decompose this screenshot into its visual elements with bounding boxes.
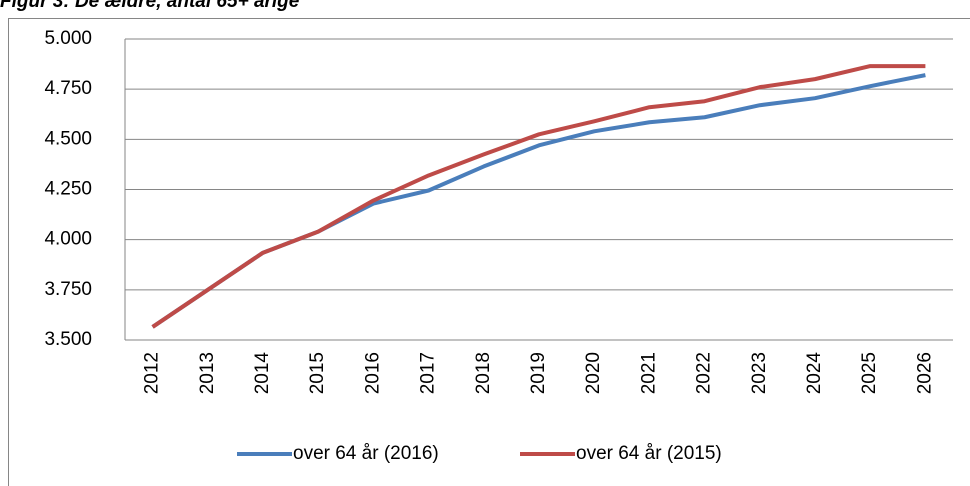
x-tick-label: 2019	[528, 352, 549, 394]
chart-title: Figur 3: De ældre, antal 65+ årige	[0, 0, 300, 12]
x-tick-label: 2024	[804, 352, 825, 395]
legend-label: over 64 år (2016)	[293, 443, 439, 464]
chart-frame	[8, 18, 970, 486]
x-tick-label: 2020	[583, 352, 604, 394]
x-tick-label: 2016	[362, 352, 383, 394]
x-tick-label: 2018	[473, 352, 494, 394]
y-tick-label: 5.000	[44, 28, 92, 49]
series-line	[151, 64, 926, 329]
y-tick-label: 4.500	[44, 128, 92, 149]
x-tick-label: 2023	[749, 352, 770, 394]
x-tick-label: 2013	[197, 352, 218, 394]
y-tick-label: 3.750	[44, 279, 92, 300]
x-tick-label: 2025	[859, 352, 880, 394]
y-tick-label: 3.500	[44, 329, 92, 350]
legend-label: over 64 år (2015)	[576, 443, 722, 464]
x-tick-label: 2015	[307, 352, 328, 394]
series-line	[151, 73, 926, 329]
y-tick-label: 4.000	[44, 229, 92, 250]
y-tick-label: 4.750	[44, 78, 92, 99]
y-tick-label: 4.250	[44, 179, 92, 200]
x-tick-label: 2021	[638, 352, 659, 394]
x-tick-label: 2014	[252, 352, 273, 395]
x-tick-label: 2022	[694, 352, 715, 394]
x-tick-label: 2012	[142, 352, 163, 394]
x-tick-label: 2026	[914, 352, 935, 394]
x-tick-label: 2017	[418, 352, 439, 394]
